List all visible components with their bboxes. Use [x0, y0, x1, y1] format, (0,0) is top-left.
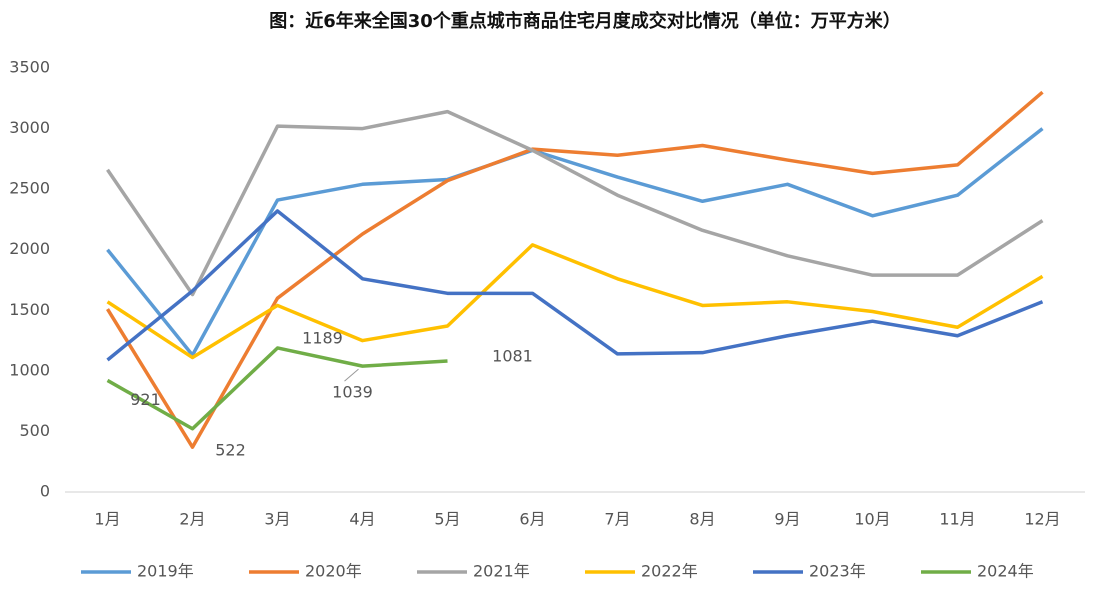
x-tick-label: 7月 — [604, 510, 630, 529]
x-tick-label: 4月 — [349, 510, 375, 529]
legend-label: 2024年 — [977, 562, 1034, 581]
y-tick-label: 1500 — [9, 300, 50, 319]
chart-title: 图：近6年来全国30个重点城市商品住宅月度成交对比情况（单位：万平方米） — [269, 10, 901, 32]
x-tick-label: 1月 — [94, 510, 120, 529]
series-line — [106, 243, 1044, 360]
data-label: 1039 — [332, 383, 373, 402]
data-label: 522 — [215, 440, 246, 459]
series-line — [106, 209, 1044, 362]
x-tick-label: 5月 — [434, 510, 460, 529]
y-tick-label: 3500 — [9, 58, 50, 77]
x-tick-label: 6月 — [519, 510, 545, 529]
legend-label: 2023年 — [809, 562, 866, 581]
y-tick-label: 2500 — [9, 179, 50, 198]
x-tick-label: 3月 — [264, 510, 290, 529]
data-label: 1189 — [302, 328, 343, 347]
x-tick-label: 9月 — [774, 510, 800, 529]
y-tick-label: 3000 — [9, 118, 50, 137]
series-line — [106, 109, 1044, 297]
x-tick-label: 2月 — [179, 510, 205, 529]
y-tick-label: 1000 — [9, 360, 50, 379]
series-line — [106, 127, 1044, 357]
x-tick-label: 12月 — [1024, 510, 1060, 529]
legend-label: 2020年 — [305, 562, 362, 581]
y-tick-label: 500 — [19, 421, 50, 440]
series-line — [106, 346, 448, 431]
legend-label: 2019年 — [137, 562, 194, 581]
y-tick-label: 2000 — [9, 239, 50, 258]
x-tick-label: 10月 — [854, 510, 890, 529]
data-label: 1081 — [492, 347, 533, 366]
legend-label: 2022年 — [641, 562, 698, 581]
y-tick-label: 0 — [40, 482, 50, 501]
x-tick-label: 11月 — [939, 510, 975, 529]
x-tick-label: 8月 — [689, 510, 715, 529]
leader-line — [344, 368, 359, 382]
legend-label: 2021年 — [473, 562, 530, 581]
data-label: 921 — [130, 390, 161, 409]
series-line — [106, 90, 1044, 449]
